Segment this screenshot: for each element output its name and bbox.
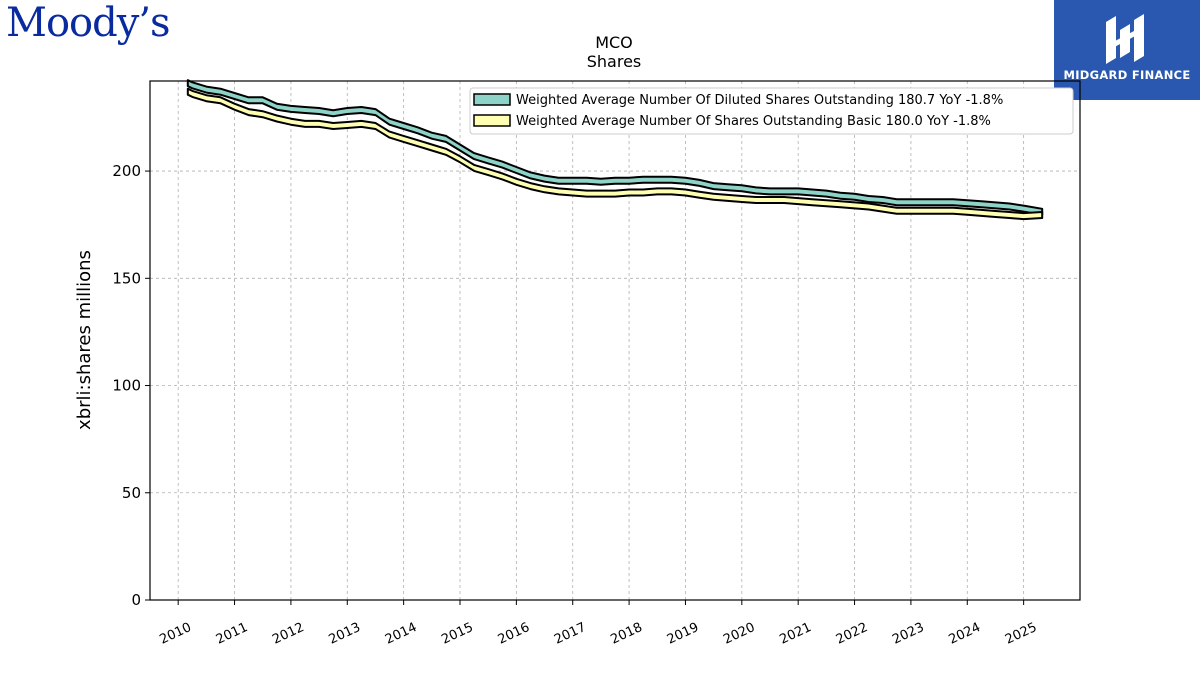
legend-label-diluted: Weighted Average Number Of Diluted Share… <box>516 93 1003 108</box>
y-tick-label: 100 <box>112 377 141 395</box>
x-tick-label: 2019 <box>665 620 701 648</box>
x-tick-label: 2024 <box>947 620 983 648</box>
y-tick-label: 200 <box>112 162 141 180</box>
x-tick-label: 2013 <box>327 620 363 648</box>
y-tick-label: 0 <box>131 591 141 609</box>
y-tick-label: 50 <box>122 484 141 502</box>
x-tick-label: 2023 <box>890 620 926 648</box>
x-ticks: 2010 2011 2012 2013 2014 2015 2016 2017 2018 2019… <box>158 600 1039 648</box>
series-band-basic <box>186 87 1044 221</box>
plot-frame <box>149 80 1081 601</box>
y-axis-label: xbrli:shares millions <box>74 250 95 430</box>
chart-subtitle: Shares <box>587 52 642 71</box>
grid-lines <box>150 81 1080 600</box>
y-tick-label: 150 <box>112 269 141 287</box>
legend-label-basic: Weighted Average Number Of Shares Outsta… <box>516 114 991 129</box>
midgard-finance-wordmark: MIDGARD FINANCE <box>1063 68 1191 82</box>
legend-swatch-basic <box>473 114 511 127</box>
x-tick-label: 2020 <box>721 620 757 648</box>
legend-swatch-diluted <box>473 93 511 106</box>
legend: Weighted Average Number Of Diluted Share… <box>469 87 1074 135</box>
x-tick-label: 2015 <box>439 620 475 648</box>
x-tick-label: 2018 <box>608 620 644 648</box>
series-areas <box>186 79 1044 221</box>
y-ticks: 0 50 100 150 200 <box>112 162 150 609</box>
midgard-monogram-icon <box>1106 14 1144 64</box>
midgard-finance-logo: MIDGARD FINANCE <box>1054 0 1200 100</box>
x-tick-label: 2022 <box>834 620 870 648</box>
x-tick-label: 2010 <box>158 620 194 648</box>
x-tick-label: 2012 <box>270 620 306 648</box>
moodys-logo: Moody’s <box>6 0 171 46</box>
x-tick-label: 2014 <box>383 620 419 648</box>
x-tick-label: 2025 <box>1003 620 1039 648</box>
x-tick-label: 2021 <box>778 620 814 648</box>
x-tick-label: 2011 <box>214 620 250 648</box>
x-tick-label: 2016 <box>496 620 532 648</box>
x-tick-label: 2017 <box>552 620 588 648</box>
legend-box <box>469 87 1074 135</box>
chart-title: MCO <box>595 33 633 52</box>
